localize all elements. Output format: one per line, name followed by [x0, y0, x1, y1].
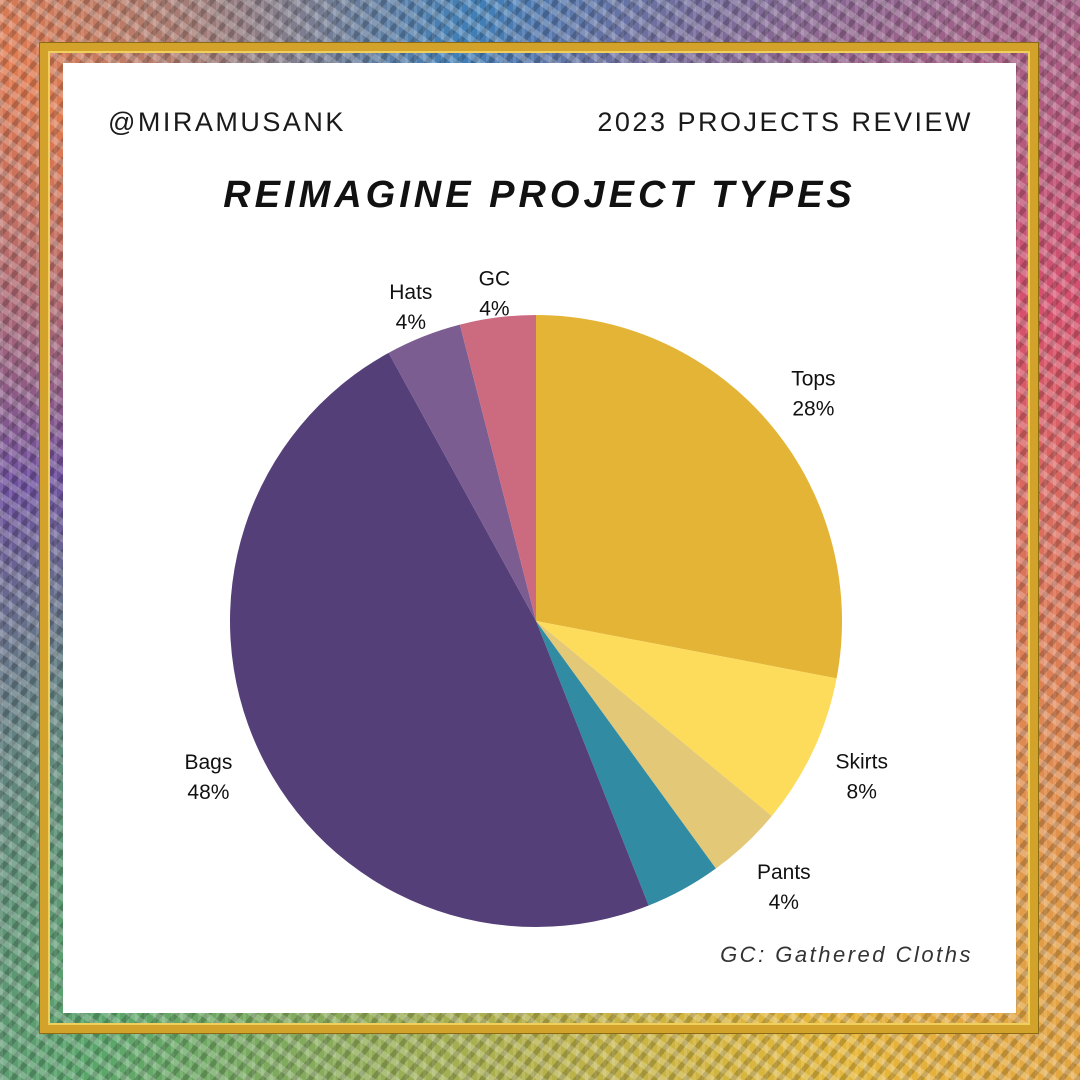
- pie-slice-gc: [459, 315, 536, 621]
- slice-value-gc: 4%: [479, 298, 509, 321]
- slice-value-skirts: 8%: [847, 780, 877, 803]
- pie-slice-hats: [388, 324, 536, 621]
- slice-value-tops: 28%: [792, 398, 834, 421]
- pie-slice-skirts: [536, 621, 837, 817]
- review-subtitle: 2023 PROJECTS REVIEW: [597, 107, 973, 137]
- slice-value-pants: 4%: [769, 891, 799, 914]
- author-handle: @MIRAMUSANK: [108, 107, 346, 137]
- footnote: GC: Gathered Cloths: [720, 942, 973, 967]
- pie-slice-teal: [536, 621, 716, 906]
- slice-value-bags: 48%: [187, 781, 229, 804]
- chart-title: REIMAGINE PROJECT TYPES: [223, 174, 856, 216]
- slice-label-skirts: Skirts: [835, 750, 888, 773]
- pie-slice-pants: [536, 621, 772, 869]
- slice-label-pants: Pants: [757, 861, 811, 884]
- pie-slice-tops: [536, 315, 842, 679]
- slice-label-hats: Hats: [389, 281, 432, 304]
- pie-slice-bags: [229, 352, 649, 928]
- slice-label-bags: Bags: [185, 751, 233, 774]
- slice-label-gc: GC: [479, 268, 511, 291]
- slice-value-hats: 4%: [396, 311, 426, 334]
- slice-label-tops: Tops: [791, 368, 835, 391]
- gold-frame: [40, 43, 1038, 1033]
